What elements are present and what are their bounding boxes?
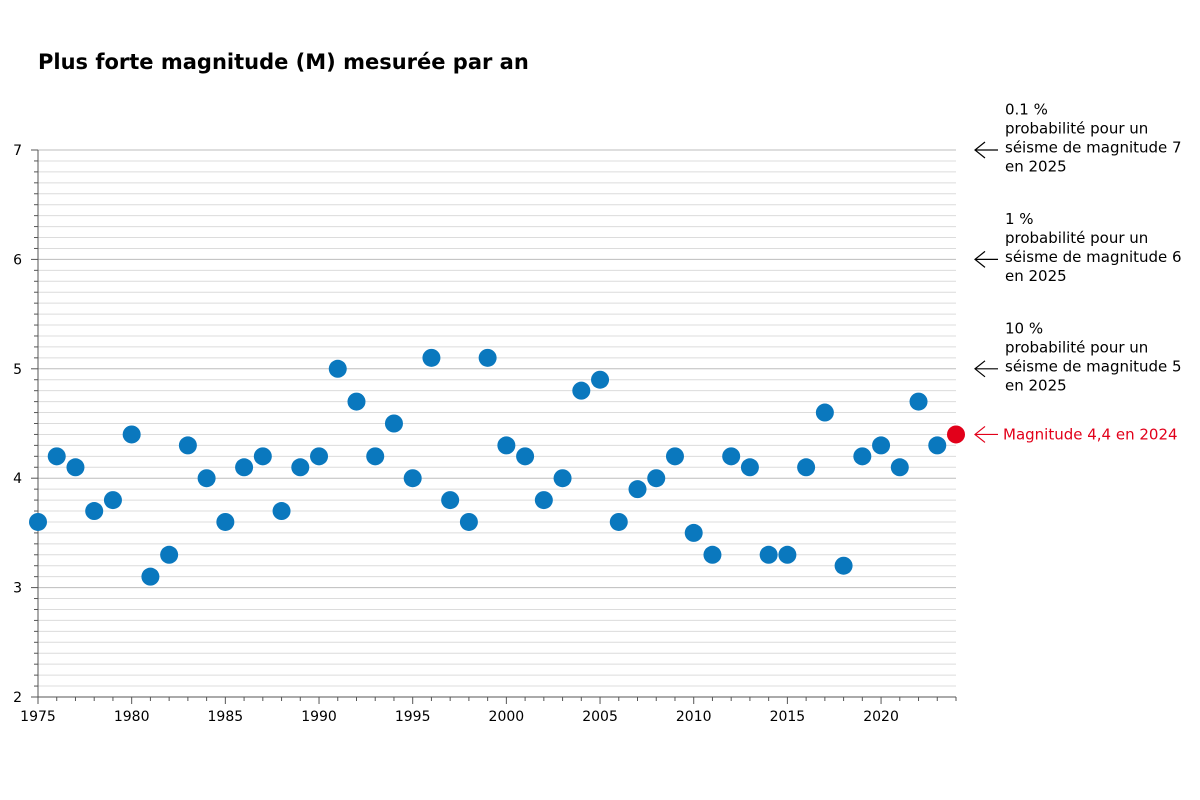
- data-point: [497, 436, 516, 455]
- y-tick-label: 5: [13, 362, 22, 378]
- chart-title: Plus forte magnitude (M) mesurée par an: [38, 50, 529, 74]
- data-point: [441, 491, 460, 510]
- data-point: [928, 436, 947, 455]
- data-point: [591, 370, 610, 389]
- annotation-text: probabilité pour un: [1005, 120, 1148, 138]
- annotation-text: séisme de magnitude 5: [1005, 357, 1182, 375]
- data-point: [272, 502, 291, 521]
- data-point: [235, 458, 254, 477]
- y-tick-label: 4: [13, 471, 22, 487]
- data-point: [253, 447, 272, 466]
- data-point: [459, 512, 478, 531]
- data-point: [834, 556, 853, 575]
- data-point: [384, 414, 403, 433]
- annotation-text: 10 %: [1005, 319, 1043, 337]
- y-tick-label: 3: [13, 581, 22, 597]
- data-point: [366, 447, 385, 466]
- data-point: [47, 447, 66, 466]
- x-tick-label: 2000: [489, 709, 525, 725]
- data-point: [722, 447, 741, 466]
- data-point: [141, 567, 160, 586]
- annotation-arrow-head: [974, 360, 986, 378]
- data-point: [853, 447, 872, 466]
- current-arrow-head: [974, 425, 986, 443]
- axis-layer: 2 3 4 5 6 7 1975 1980 1985 1990 1995 2000 2005 2010 20…: [13, 143, 957, 725]
- data-point: [103, 491, 122, 510]
- data-point: [609, 512, 628, 531]
- annotation-text: 0.1 %: [1005, 101, 1048, 119]
- data-point: [216, 512, 235, 531]
- data-point: [740, 458, 759, 477]
- x-tick-label: 1985: [208, 709, 244, 725]
- x-tick-label: 1990: [301, 709, 337, 725]
- data-point: [29, 512, 47, 531]
- data-point: [291, 458, 310, 477]
- annotation-arrow-head: [974, 250, 986, 268]
- annotation-text: séisme de magnitude 7: [1005, 139, 1182, 157]
- data-point: [890, 458, 909, 477]
- x-tick-label: 1975: [20, 709, 56, 725]
- data-point: [815, 403, 834, 422]
- data-point: [534, 491, 553, 510]
- points-layer: [29, 348, 965, 586]
- data-point: [66, 458, 85, 477]
- data-point: [478, 348, 497, 367]
- annotation-text: en 2025: [1005, 376, 1067, 394]
- data-point-highlight: [947, 425, 965, 444]
- data-point: [178, 436, 197, 455]
- data-point: [909, 392, 928, 411]
- x-tick-label: 2010: [676, 709, 712, 725]
- data-point: [310, 447, 329, 466]
- data-point: [328, 359, 347, 378]
- data-point: [647, 469, 666, 488]
- data-point: [703, 545, 722, 564]
- data-point: [516, 447, 535, 466]
- current-annotation-text: Magnitude 4,4 en 2024: [1003, 425, 1178, 443]
- x-tick-label: 1980: [114, 709, 150, 725]
- annotation-text: séisme de magnitude 6: [1005, 248, 1182, 266]
- data-point: [872, 436, 891, 455]
- data-point: [665, 447, 684, 466]
- x-tick-label: 1995: [395, 709, 431, 725]
- data-point: [628, 480, 647, 499]
- data-point: [778, 545, 797, 564]
- y-tick-label: 6: [13, 252, 22, 268]
- annotation-text: probabilité pour un: [1005, 229, 1148, 247]
- data-point: [572, 381, 591, 400]
- x-tick-label: 2020: [863, 709, 899, 725]
- annotation-text: en 2025: [1005, 267, 1067, 285]
- y-tick-label: 7: [13, 143, 22, 159]
- annotation-arrow-head: [974, 141, 986, 159]
- data-point: [684, 523, 703, 542]
- data-point: [197, 469, 216, 488]
- data-point: [347, 392, 366, 411]
- annotation-text: 1 %: [1005, 210, 1034, 228]
- annotation-text: probabilité pour un: [1005, 338, 1148, 356]
- grid-layer: [38, 149, 956, 687]
- x-tick-label: 2005: [582, 709, 618, 725]
- data-point: [759, 545, 778, 564]
- x-tick-label: 2015: [770, 709, 806, 725]
- data-point: [422, 348, 441, 367]
- data-point: [122, 425, 141, 444]
- data-point: [797, 458, 816, 477]
- data-point: [85, 502, 104, 521]
- annotation-text: en 2025: [1005, 158, 1067, 176]
- data-point: [160, 545, 179, 564]
- data-point: [553, 469, 572, 488]
- data-point: [403, 469, 422, 488]
- y-tick-label: 2: [13, 690, 22, 706]
